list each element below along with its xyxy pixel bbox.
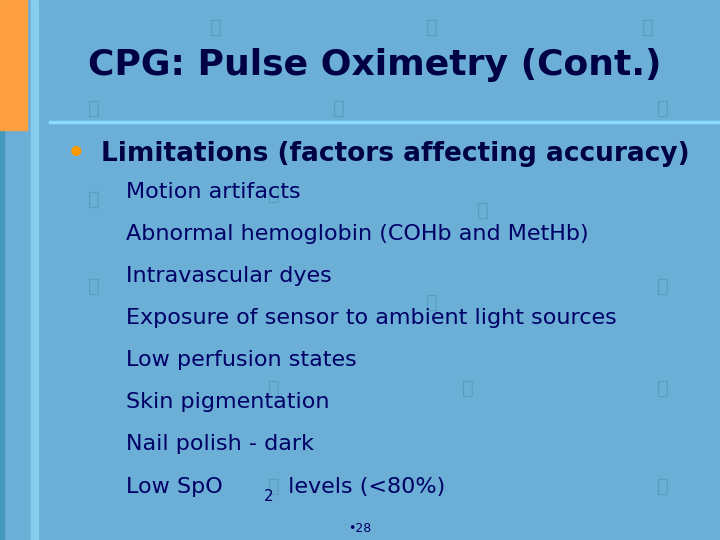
Text: 回: 回 — [657, 379, 668, 399]
Text: 回: 回 — [88, 98, 99, 118]
Text: Intravascular dyes: Intravascular dyes — [126, 266, 332, 286]
Text: 回: 回 — [657, 276, 668, 296]
Text: 回: 回 — [333, 98, 344, 118]
Text: 回: 回 — [642, 17, 654, 37]
Text: Limitations (factors affecting accuracy): Limitations (factors affecting accuracy) — [101, 141, 690, 167]
Text: 回: 回 — [462, 379, 474, 399]
Text: CPG: Pulse Oximetry (Cont.): CPG: Pulse Oximetry (Cont.) — [88, 48, 661, 82]
Text: 回: 回 — [657, 98, 668, 118]
Text: •: • — [66, 137, 86, 171]
Text: 回: 回 — [268, 379, 279, 399]
Text: levels (<80%): levels (<80%) — [281, 476, 445, 497]
Text: 回: 回 — [268, 476, 279, 496]
Bar — [0, 0, 4, 540]
Text: 2: 2 — [264, 489, 274, 504]
Text: Low SpO: Low SpO — [126, 476, 222, 497]
Text: Motion artifacts: Motion artifacts — [126, 181, 301, 202]
Bar — [0, 0, 27, 130]
Text: Low perfusion states: Low perfusion states — [126, 350, 356, 370]
Text: •28: •28 — [348, 522, 372, 535]
Text: 回: 回 — [426, 293, 438, 312]
Bar — [31, 0, 38, 540]
Text: 回: 回 — [88, 276, 99, 296]
Text: 回: 回 — [88, 190, 99, 210]
Text: 回: 回 — [268, 185, 279, 204]
Text: 回: 回 — [210, 17, 222, 37]
Text: Skin pigmentation: Skin pigmentation — [126, 392, 330, 413]
Text: 回: 回 — [657, 476, 668, 496]
Text: 回: 回 — [477, 201, 488, 220]
Text: Abnormal hemoglobin (COHb and MetHb): Abnormal hemoglobin (COHb and MetHb) — [126, 224, 589, 244]
Text: 回: 回 — [426, 17, 438, 37]
Text: Exposure of sensor to ambient light sources: Exposure of sensor to ambient light sour… — [126, 308, 617, 328]
Text: Nail polish - dark: Nail polish - dark — [126, 434, 314, 455]
